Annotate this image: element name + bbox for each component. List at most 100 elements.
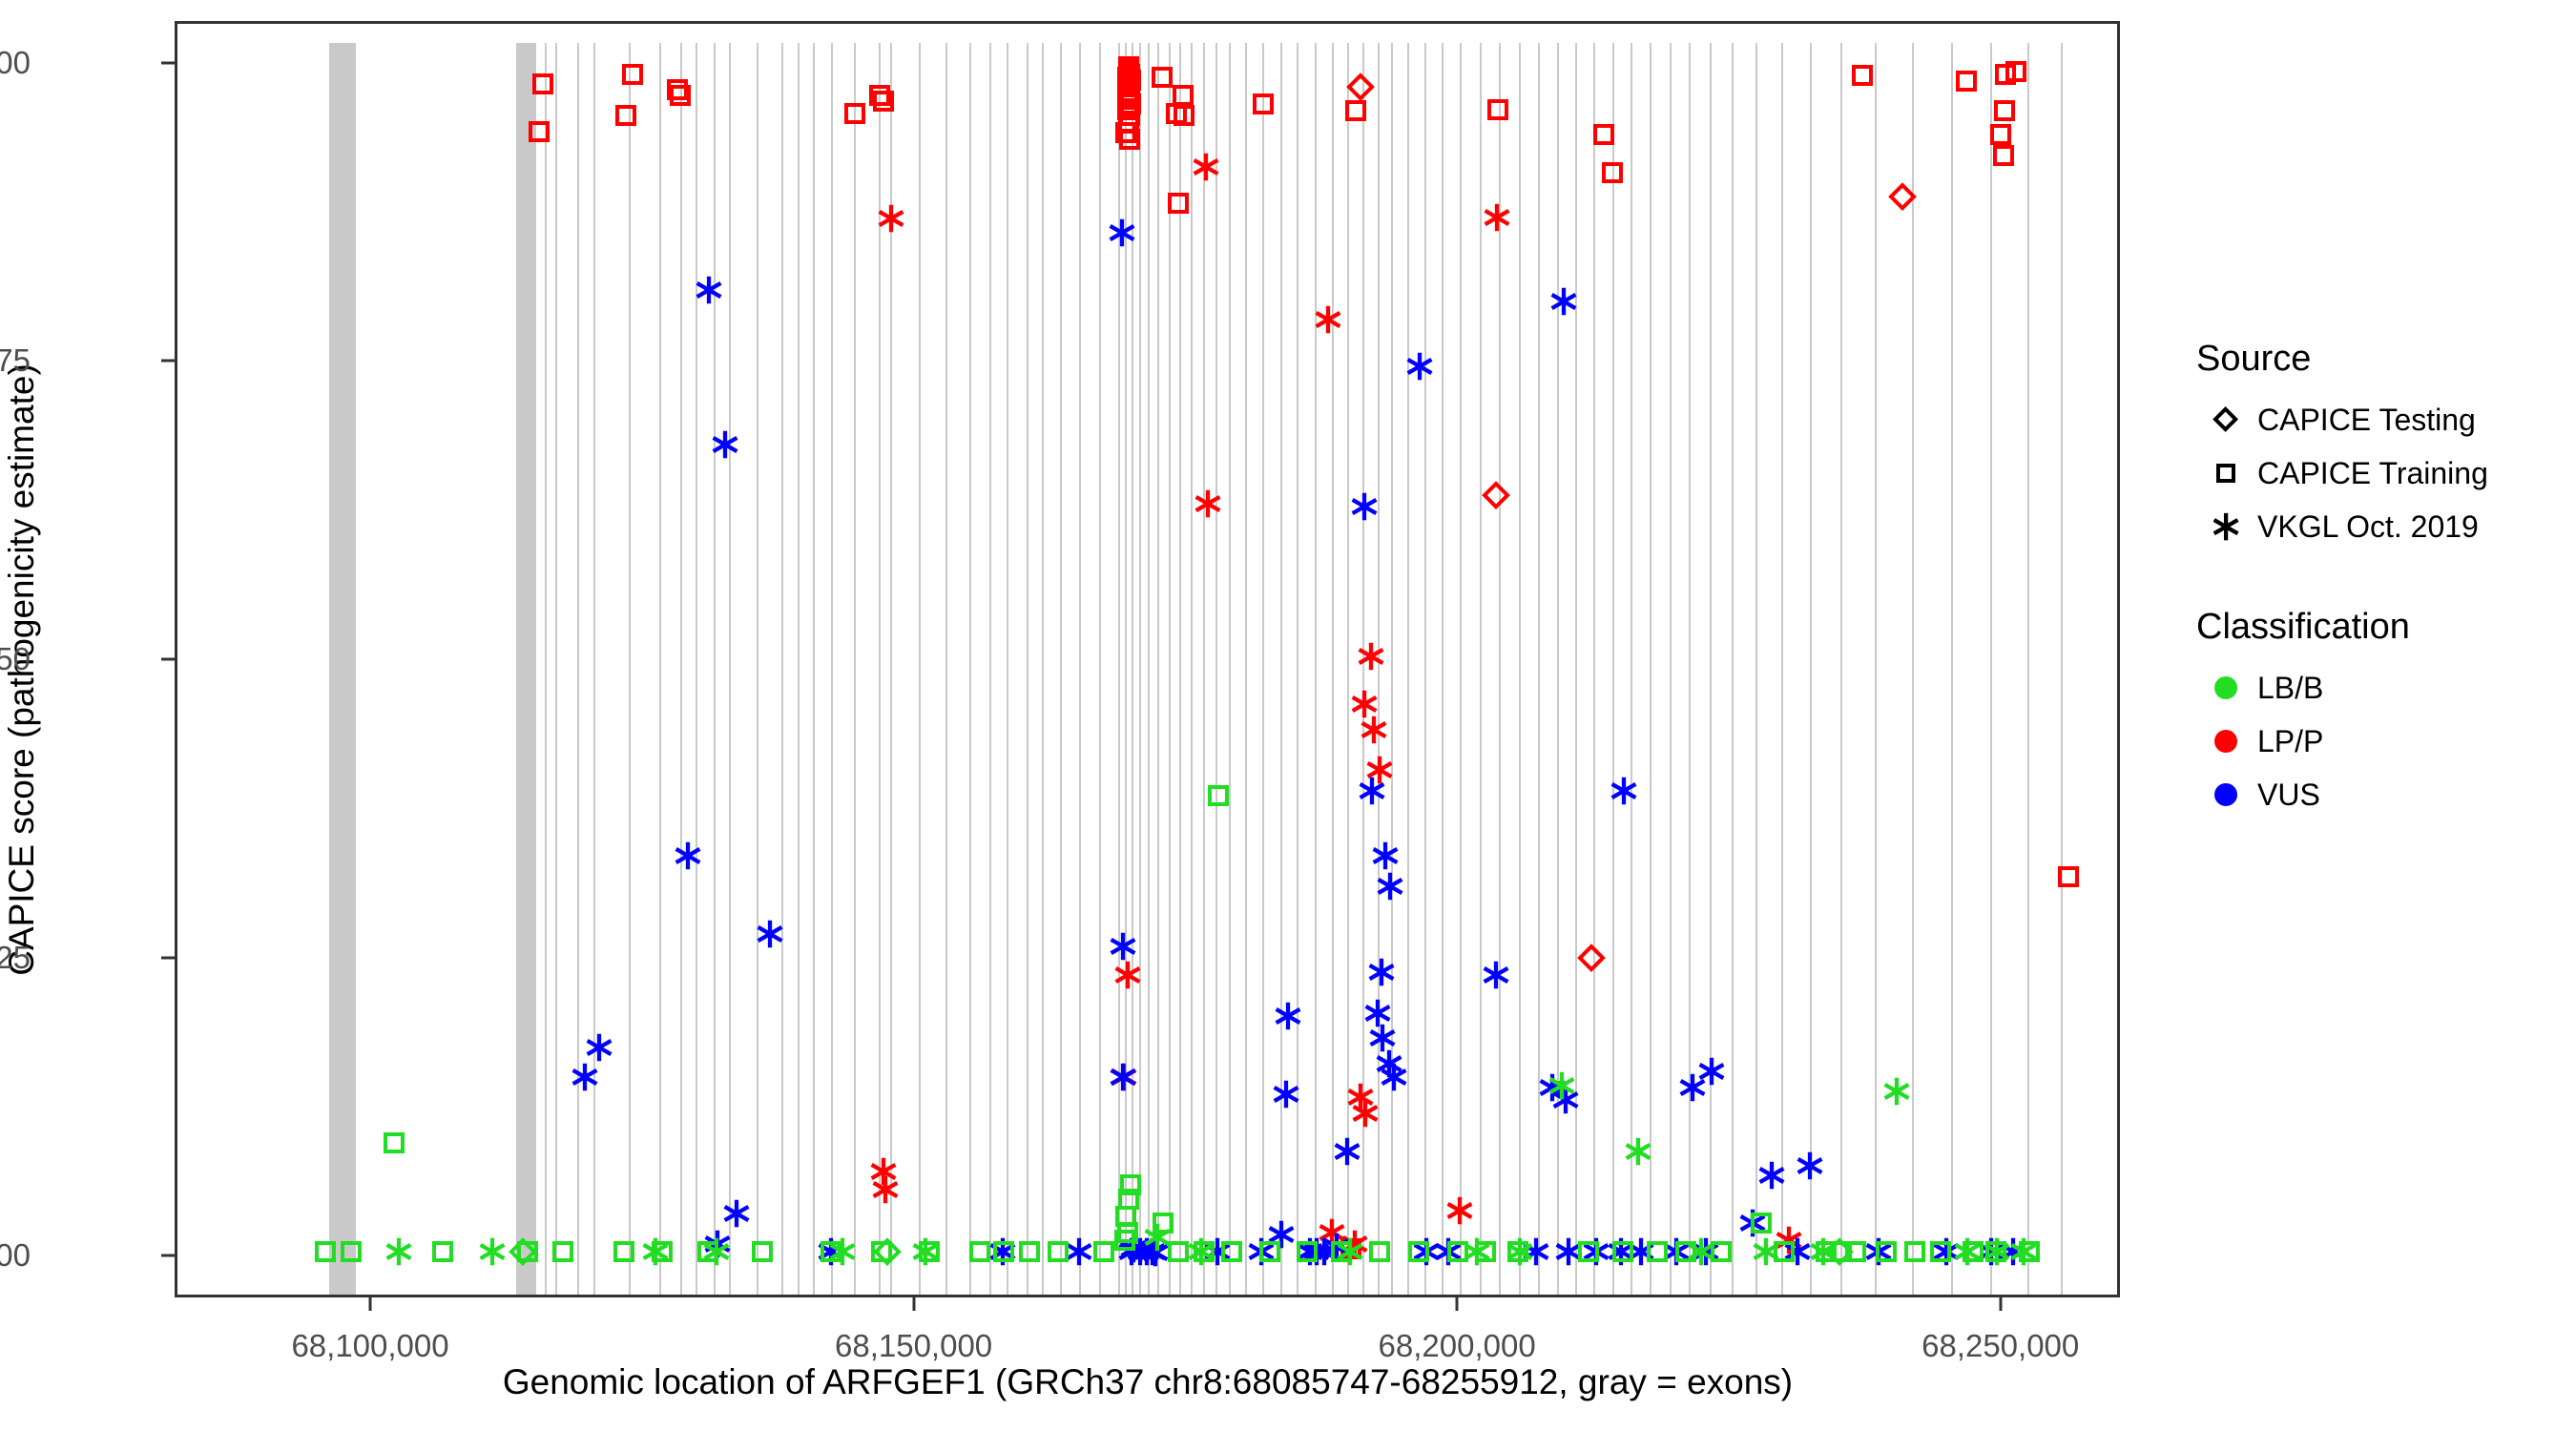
exon-gridline bbox=[969, 43, 972, 1295]
exon-gridline bbox=[918, 43, 921, 1295]
exon-gridline bbox=[1689, 43, 1692, 1295]
data-point bbox=[383, 1131, 405, 1153]
exon-gridline bbox=[1781, 43, 1784, 1295]
exon-gridline bbox=[1875, 43, 1878, 1295]
exon-gridline bbox=[1407, 43, 1410, 1295]
data-point bbox=[613, 1240, 635, 1262]
data-point bbox=[1710, 1240, 1732, 1262]
exon-gridline bbox=[1148, 43, 1151, 1295]
legend-source-item-1[interactable]: CAPICE Training bbox=[2194, 446, 2566, 500]
exon-gridline bbox=[628, 43, 631, 1295]
data-point bbox=[1955, 71, 1977, 93]
data-point bbox=[1816, 1240, 1838, 1262]
exon-gridline bbox=[1377, 43, 1380, 1295]
data-point bbox=[1119, 69, 1141, 91]
exon-gridline bbox=[1499, 43, 1502, 1295]
data-point bbox=[1339, 1228, 1371, 1260]
data-point bbox=[1487, 99, 1508, 121]
x-tick-mark bbox=[1455, 1297, 1459, 1311]
data-point bbox=[1875, 1240, 1897, 1262]
data-point bbox=[919, 1240, 941, 1262]
exon-gridline bbox=[798, 43, 800, 1295]
exon-band bbox=[516, 43, 536, 1295]
plot-panel bbox=[175, 21, 2120, 1297]
exon-gridline bbox=[1297, 43, 1299, 1295]
y-tick-label: 0.25 bbox=[0, 939, 31, 975]
data-point bbox=[1981, 1235, 2013, 1268]
data-point bbox=[909, 1235, 942, 1268]
exon-gridline bbox=[1331, 43, 1334, 1295]
legend-classification-rows: LB/B LP/P VUS bbox=[2194, 661, 2566, 821]
data-point bbox=[1118, 129, 1140, 151]
data-point bbox=[1520, 1235, 1552, 1268]
x-tick-label: 68,100,000 bbox=[291, 1328, 449, 1363]
data-point bbox=[1984, 1240, 2006, 1262]
exon-gridline bbox=[555, 43, 558, 1295]
x-tick-label: 68,250,000 bbox=[1922, 1328, 2080, 1363]
legend-source-item-2[interactable]: VKGL Oct. 2019 bbox=[2194, 500, 2566, 553]
legend-classification-item-2[interactable]: VUS bbox=[2194, 768, 2566, 821]
legend-classification-item-0[interactable]: LB/B bbox=[2194, 661, 2566, 715]
exon-gridline bbox=[1538, 43, 1541, 1295]
exon-gridline bbox=[1168, 43, 1171, 1295]
exon-gridline bbox=[577, 43, 580, 1295]
exon-gridline bbox=[1041, 43, 1044, 1295]
exon-gridline bbox=[1755, 43, 1757, 1295]
exon-gridline bbox=[1228, 43, 1231, 1295]
legend-classification-label: LB/B bbox=[2257, 670, 2324, 705]
data-point bbox=[1546, 1069, 1578, 1102]
exon-gridline bbox=[1441, 43, 1444, 1295]
exon-gridline bbox=[1280, 43, 1283, 1295]
data-point bbox=[1117, 112, 1139, 134]
exon-gridline bbox=[1574, 43, 1577, 1295]
exon-gridline bbox=[1098, 43, 1101, 1295]
data-point bbox=[1481, 200, 1513, 233]
exon-gridline bbox=[1190, 43, 1193, 1295]
exon-gridline bbox=[728, 43, 731, 1295]
legend-classification-item-1[interactable]: LP/P bbox=[2194, 715, 2566, 768]
data-point bbox=[1118, 85, 1140, 107]
legend: Source CAPICE Testing CAPICE Training VKGL… bbox=[2194, 339, 2566, 821]
data-point bbox=[1139, 1236, 1172, 1269]
legend-source-item-0[interactable]: CAPICE Testing bbox=[2194, 393, 2566, 446]
data-point bbox=[1577, 944, 1606, 972]
data-point bbox=[1356, 775, 1388, 807]
legend-classification-title: Classification bbox=[2196, 607, 2410, 647]
data-point bbox=[583, 1031, 615, 1064]
exon-gridline bbox=[878, 43, 881, 1295]
exon-gridline bbox=[945, 43, 948, 1295]
data-point bbox=[1773, 1240, 1795, 1262]
exon-gridline bbox=[890, 43, 893, 1295]
data-point bbox=[868, 1173, 901, 1206]
color-dot-icon bbox=[2194, 730, 2257, 753]
y-tick-label: 1.00 bbox=[0, 44, 31, 80]
data-point bbox=[1851, 64, 1873, 86]
data-point bbox=[1992, 144, 2014, 166]
data-point bbox=[1308, 1235, 1340, 1268]
exon-gridline bbox=[781, 43, 784, 1295]
data-point bbox=[1993, 100, 2015, 122]
exon-gridline bbox=[1139, 43, 1142, 1295]
exon-gridline bbox=[1593, 43, 1596, 1295]
data-point bbox=[1506, 1240, 1528, 1262]
data-point bbox=[622, 63, 644, 85]
data-point bbox=[652, 1240, 674, 1262]
data-point bbox=[1208, 785, 1230, 807]
exon-gridline bbox=[1518, 43, 1521, 1295]
data-point bbox=[1092, 1240, 1114, 1262]
exon-gridline bbox=[1125, 43, 1128, 1295]
data-point bbox=[431, 1240, 453, 1262]
data-point bbox=[1735, 1207, 1768, 1239]
y-tick-mark bbox=[161, 61, 175, 65]
data-point bbox=[1117, 59, 1139, 81]
exon-gridline bbox=[853, 43, 856, 1295]
y-tick-mark bbox=[161, 1254, 175, 1257]
data-point bbox=[1346, 73, 1376, 101]
exon-gridline bbox=[593, 43, 596, 1295]
color-dot-icon bbox=[2194, 676, 2257, 699]
data-point bbox=[1862, 1235, 1895, 1268]
exon-gridline bbox=[545, 43, 548, 1295]
exon-gridline bbox=[1132, 43, 1134, 1295]
y-tick-mark bbox=[161, 956, 175, 960]
data-point bbox=[1245, 1235, 1278, 1268]
